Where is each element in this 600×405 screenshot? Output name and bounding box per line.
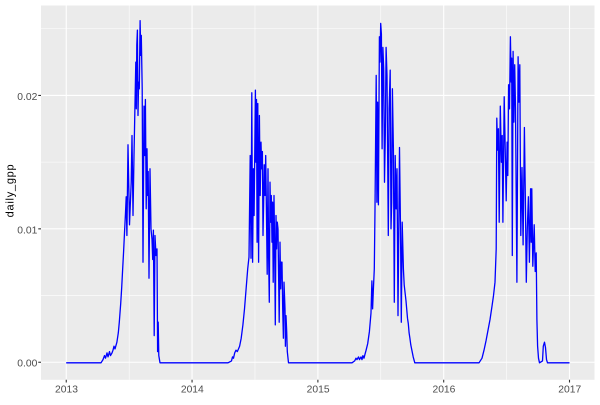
svg-text:2015: 2015 <box>307 385 330 396</box>
svg-text:daily_gpp: daily_gpp <box>5 164 17 218</box>
svg-text:0.01: 0.01 <box>17 225 37 236</box>
svg-text:2013: 2013 <box>55 385 78 396</box>
svg-text:2014: 2014 <box>181 385 204 396</box>
svg-text:2017: 2017 <box>558 385 581 396</box>
svg-text:0.00: 0.00 <box>17 359 37 370</box>
svg-text:2016: 2016 <box>432 385 455 396</box>
svg-text:0.02: 0.02 <box>17 92 37 103</box>
